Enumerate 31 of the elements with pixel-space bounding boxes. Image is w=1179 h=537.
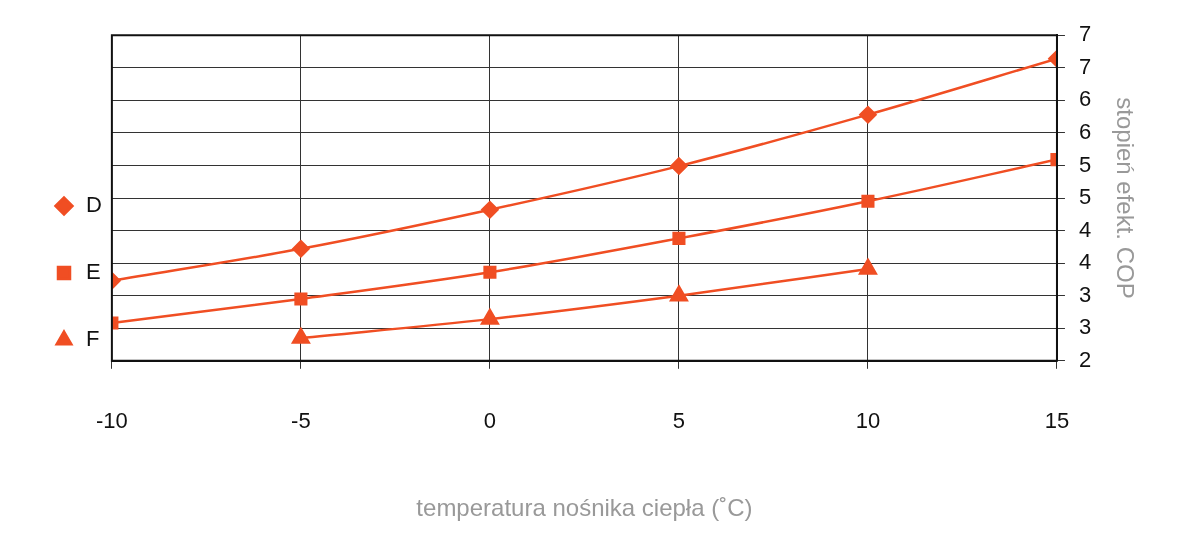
point <box>859 105 877 124</box>
legend-label: E <box>86 259 101 285</box>
y2-tick-label: 6 <box>1078 118 1092 144</box>
point <box>294 292 308 306</box>
x-tick-label: -10 <box>95 408 128 434</box>
legend-label: D <box>86 192 102 218</box>
y2-tick-label: 5 <box>1078 184 1092 210</box>
y2-tick-label: 4 <box>1078 216 1092 242</box>
y2-tick-label: 6 <box>1078 86 1092 112</box>
y2-tick-label: 2 <box>1078 346 1092 372</box>
y2-tick-label: 3 <box>1078 281 1092 307</box>
x-axis-title: temperatura nośnika ciepła (˚C) <box>416 494 753 522</box>
y2-tick-label: 5 <box>1078 151 1092 177</box>
y2-tick-label: 3 <box>1078 314 1092 340</box>
point <box>669 285 688 302</box>
x-tick-label: 15 <box>1044 408 1070 434</box>
point <box>672 231 686 245</box>
x-tick-label: -5 <box>291 408 311 434</box>
x-tick-label: 5 <box>672 408 686 434</box>
y2-tick-label: 7 <box>1078 21 1092 47</box>
point <box>483 265 497 279</box>
x-tick-label: 10 <box>855 408 881 434</box>
y2-tick-label: 7 <box>1078 53 1092 79</box>
point <box>670 157 688 175</box>
point <box>481 200 499 219</box>
point <box>292 240 310 258</box>
point <box>861 194 875 208</box>
y2-tick-label: 4 <box>1078 249 1092 275</box>
legend-label: F <box>86 326 100 352</box>
y2-axis-title: stopień efekt. COP <box>1111 97 1139 299</box>
x-tick-label: 0 <box>483 408 497 434</box>
